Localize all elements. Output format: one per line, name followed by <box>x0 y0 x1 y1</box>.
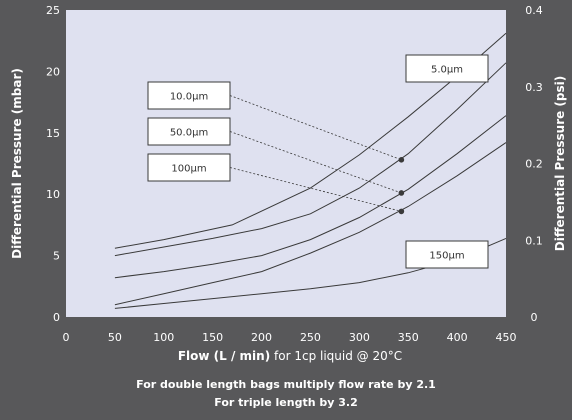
y-tick-label-left: 15 <box>46 127 60 140</box>
series-marker <box>398 190 405 196</box>
y-tick-label-right: 0.3 <box>525 81 543 94</box>
y-axis-title-right: Differential Pressure (psi) <box>553 76 567 252</box>
x-tick-label: 450 <box>496 331 517 344</box>
note-double-length: For double length bags multiply flow rat… <box>136 378 436 391</box>
x-tick-label: 250 <box>300 331 321 344</box>
annotation-label: 50.0μm <box>170 128 208 139</box>
leader-line <box>229 167 402 212</box>
series-line <box>114 142 507 306</box>
series-line <box>114 32 507 249</box>
series-marker <box>398 208 405 215</box>
annotation-label: 100μm <box>171 164 206 175</box>
y-tick-label-right: 0.4 <box>525 4 543 17</box>
note-triple-length: For triple length by 3.2 <box>214 396 358 409</box>
annotation-label: 5.0μm <box>431 65 463 76</box>
y-tick-label-right: 0.2 <box>525 158 543 171</box>
annotation-label: 150μm <box>429 251 464 262</box>
series-line <box>114 62 507 257</box>
series-marker <box>398 157 405 163</box>
y-tick-label-left: 0 <box>53 311 60 324</box>
y-tick-label-left: 5 <box>53 250 60 263</box>
annotation-box <box>147 153 231 182</box>
annotation-box <box>147 117 231 146</box>
y-tick-label-right: 0 <box>531 311 538 324</box>
annotation-label: 10.0μm <box>170 92 208 103</box>
x-tick-label: 350 <box>398 331 419 344</box>
series-line <box>114 115 507 279</box>
y-tick-label-right: 0.1 <box>525 234 543 247</box>
y-tick-label-left: 20 <box>46 65 60 78</box>
annotation-box <box>405 54 489 83</box>
x-tick-label: 300 <box>349 331 370 344</box>
annotation-box <box>405 240 489 269</box>
x-axis-title: Flow (L / min) for 1cp liquid @ 20°C <box>178 349 402 363</box>
annotation-box <box>147 81 231 110</box>
y-axis-title-left: Differential Pressure (mbar) <box>10 68 24 259</box>
x-axis-title-main: Flow (L / min) <box>178 349 270 363</box>
y-tick-label-left: 25 <box>46 4 60 17</box>
x-tick-label: 400 <box>447 331 468 344</box>
x-tick-label: 100 <box>153 331 174 344</box>
y-tick-label-left: 10 <box>46 188 60 201</box>
x-tick-label: 50 <box>108 331 122 344</box>
x-tick-label: 150 <box>202 331 223 344</box>
x-tick-label: 200 <box>251 331 272 344</box>
x-axis-title-suffix: for 1cp liquid @ 20°C <box>270 349 402 363</box>
leader-line <box>229 95 402 161</box>
x-tick-label: 0 <box>63 331 70 344</box>
